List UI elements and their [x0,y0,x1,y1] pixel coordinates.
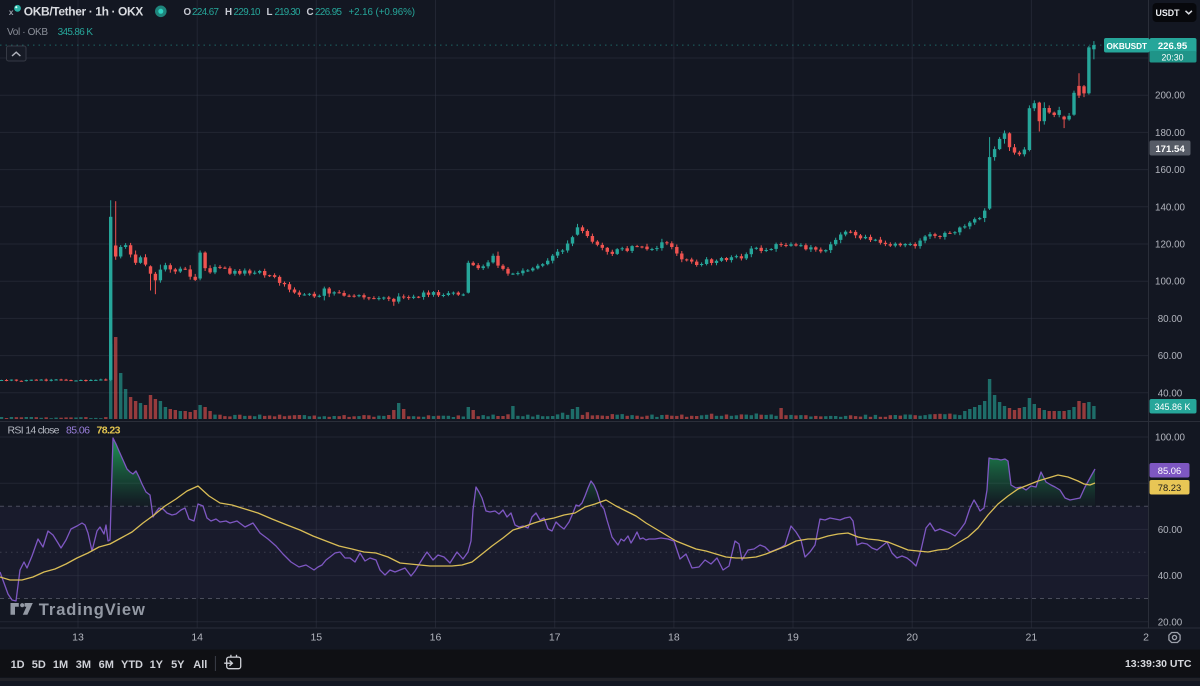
svg-text:OKB/Tether · 1h · OKX: OKB/Tether · 1h · OKX [24,4,144,18]
svg-text:1Y: 1Y [150,659,164,671]
svg-text:85.06: 85.06 [1158,465,1181,476]
svg-text:H: H [225,7,232,18]
svg-text:2: 2 [1143,632,1149,644]
svg-text:3M: 3M [76,659,91,671]
svg-text:100.00: 100.00 [1155,433,1186,444]
svg-text:19: 19 [787,632,799,644]
svg-text:O: O [184,7,192,18]
svg-text:13: 13 [72,632,84,644]
svg-text:17: 17 [549,632,561,644]
svg-text:TradingView: TradingView [39,601,145,619]
svg-text:226.95: 226.95 [1158,41,1188,52]
svg-text:226.95: 226.95 [315,7,343,18]
svg-text:224.67: 224.67 [192,7,219,18]
svg-text:160.00: 160.00 [1155,165,1186,176]
svg-text:C: C [307,7,314,18]
svg-text:20.00: 20.00 [1158,617,1183,628]
svg-text:L: L [267,7,273,18]
svg-text:40.00: 40.00 [1158,571,1183,582]
svg-text:85.06: 85.06 [66,424,90,436]
svg-text:171.54: 171.54 [1155,144,1185,155]
svg-text:14: 14 [191,632,203,644]
svg-text:1D: 1D [11,659,25,671]
svg-text:180.00: 180.00 [1155,128,1186,139]
svg-text:Vol · OKB: Vol · OKB [7,27,48,38]
svg-text:16: 16 [430,632,442,644]
svg-text:140.00: 140.00 [1155,202,1186,213]
svg-text:5D: 5D [32,659,46,671]
svg-text:80.00: 80.00 [1158,314,1183,325]
svg-text:x: x [9,7,14,17]
svg-text:USDT: USDT [1156,8,1181,18]
svg-text:60.00: 60.00 [1158,525,1183,536]
svg-text:78.23: 78.23 [97,424,121,436]
svg-text:5Y: 5Y [171,659,185,671]
svg-text:15: 15 [310,632,322,644]
svg-text:6M: 6M [99,659,114,671]
svg-text:120.00: 120.00 [1155,240,1186,251]
svg-text:100.00: 100.00 [1155,277,1186,288]
svg-text:All: All [193,659,207,671]
svg-text:13:39:30 UTC: 13:39:30 UTC [1125,658,1192,670]
svg-text:20: 20 [906,632,918,644]
svg-text:+2.16 (+0.96%): +2.16 (+0.96%) [349,7,416,18]
svg-text:60.00: 60.00 [1158,351,1183,362]
svg-text:40.00: 40.00 [1158,388,1183,399]
svg-text:OKBUSDT: OKBUSDT [1107,42,1147,51]
svg-text:219.30: 219.30 [275,7,302,18]
svg-text:78.23: 78.23 [1158,482,1181,493]
svg-text:21: 21 [1026,632,1038,644]
svg-text:18: 18 [668,632,680,644]
svg-text:345.86 K: 345.86 K [1154,402,1190,412]
svg-text:YTD: YTD [121,659,143,671]
svg-text:229.10: 229.10 [234,7,262,18]
svg-text:200.00: 200.00 [1155,91,1186,102]
svg-text:RSI 14 close: RSI 14 close [8,424,60,436]
svg-text:1M: 1M [53,659,68,671]
svg-text:20:30: 20:30 [1161,52,1183,62]
svg-text:345.86 K: 345.86 K [58,27,94,38]
